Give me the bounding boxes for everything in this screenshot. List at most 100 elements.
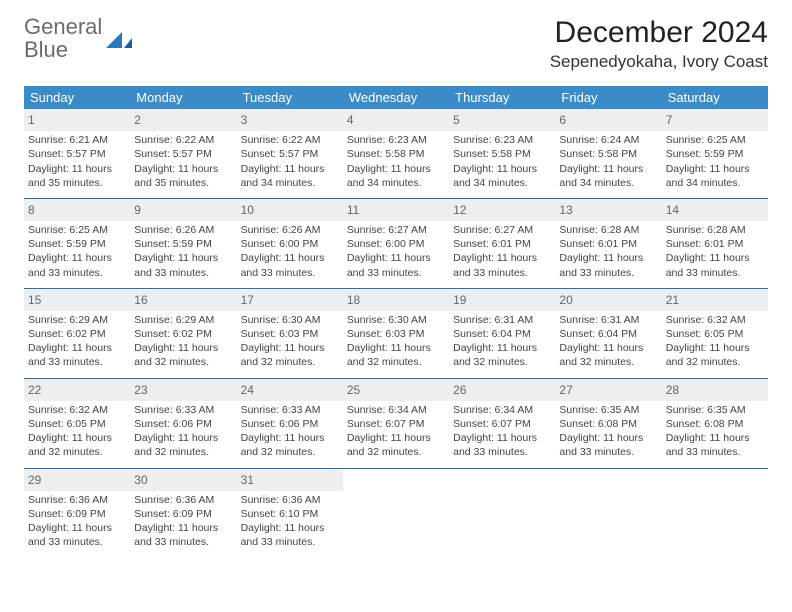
calendar-cell: 26Sunrise: 6:34 AMSunset: 6:07 PMDayligh… — [449, 378, 555, 468]
sunset-text: Sunset: 6:07 PM — [453, 417, 551, 431]
day-number: 24 — [237, 379, 343, 401]
sunset-text: Sunset: 6:01 PM — [453, 237, 551, 251]
sunrise-text: Sunrise: 6:28 AM — [559, 223, 657, 237]
sunset-text: Sunset: 6:02 PM — [134, 327, 232, 341]
sunset-text: Sunset: 6:08 PM — [666, 417, 764, 431]
sunrise-text: Sunrise: 6:33 AM — [241, 403, 339, 417]
calendar-cell: 29Sunrise: 6:36 AMSunset: 6:09 PMDayligh… — [24, 468, 130, 557]
sunset-text: Sunset: 5:59 PM — [134, 237, 232, 251]
sunset-text: Sunset: 5:58 PM — [559, 147, 657, 161]
sunrise-text: Sunrise: 6:28 AM — [666, 223, 764, 237]
calendar-cell: 30Sunrise: 6:36 AMSunset: 6:09 PMDayligh… — [130, 468, 236, 557]
title-block: December 2024 Sepenedyokaha, Ivory Coast — [550, 16, 768, 72]
daylight-text: Daylight: 11 hours and 33 minutes. — [453, 431, 551, 459]
calendar-cell: 3Sunrise: 6:22 AMSunset: 5:57 PMDaylight… — [237, 109, 343, 198]
sunrise-text: Sunrise: 6:27 AM — [347, 223, 445, 237]
calendar-week: 15Sunrise: 6:29 AMSunset: 6:02 PMDayligh… — [24, 288, 768, 378]
day-number: 16 — [130, 289, 236, 311]
calendar-cell: 15Sunrise: 6:29 AMSunset: 6:02 PMDayligh… — [24, 288, 130, 378]
calendar-cell: 13Sunrise: 6:28 AMSunset: 6:01 PMDayligh… — [555, 198, 661, 288]
sunrise-text: Sunrise: 6:32 AM — [666, 313, 764, 327]
sunrise-text: Sunrise: 6:36 AM — [134, 493, 232, 507]
calendar-cell — [662, 468, 768, 557]
day-number: 17 — [237, 289, 343, 311]
daylight-text: Daylight: 11 hours and 33 minutes. — [347, 251, 445, 279]
sunset-text: Sunset: 5:59 PM — [666, 147, 764, 161]
sunrise-text: Sunrise: 6:25 AM — [666, 133, 764, 147]
daylight-text: Daylight: 11 hours and 32 minutes. — [347, 341, 445, 369]
sunset-text: Sunset: 6:05 PM — [28, 417, 126, 431]
day-number: 11 — [343, 199, 449, 221]
day-number: 12 — [449, 199, 555, 221]
sunset-text: Sunset: 5:58 PM — [453, 147, 551, 161]
day-number: 1 — [24, 109, 130, 131]
daylight-text: Daylight: 11 hours and 33 minutes. — [241, 521, 339, 549]
sunrise-text: Sunrise: 6:22 AM — [241, 133, 339, 147]
daylight-text: Daylight: 11 hours and 32 minutes. — [453, 341, 551, 369]
daylight-text: Daylight: 11 hours and 33 minutes. — [134, 521, 232, 549]
day-header: Monday — [130, 86, 236, 109]
day-number: 25 — [343, 379, 449, 401]
sunset-text: Sunset: 5:58 PM — [347, 147, 445, 161]
sunrise-text: Sunrise: 6:32 AM — [28, 403, 126, 417]
calendar-cell: 27Sunrise: 6:35 AMSunset: 6:08 PMDayligh… — [555, 378, 661, 468]
sunset-text: Sunset: 6:04 PM — [453, 327, 551, 341]
sunset-text: Sunset: 5:57 PM — [134, 147, 232, 161]
day-number: 29 — [24, 469, 130, 491]
calendar-cell: 18Sunrise: 6:30 AMSunset: 6:03 PMDayligh… — [343, 288, 449, 378]
calendar-cell: 22Sunrise: 6:32 AMSunset: 6:05 PMDayligh… — [24, 378, 130, 468]
calendar-cell: 5Sunrise: 6:23 AMSunset: 5:58 PMDaylight… — [449, 109, 555, 198]
day-header: Saturday — [662, 86, 768, 109]
day-header-row: Sunday Monday Tuesday Wednesday Thursday… — [24, 86, 768, 109]
calendar-week: 29Sunrise: 6:36 AMSunset: 6:09 PMDayligh… — [24, 468, 768, 557]
sunrise-text: Sunrise: 6:34 AM — [347, 403, 445, 417]
sunset-text: Sunset: 6:00 PM — [347, 237, 445, 251]
daylight-text: Daylight: 11 hours and 33 minutes. — [241, 251, 339, 279]
day-number — [555, 469, 661, 475]
sunset-text: Sunset: 5:57 PM — [241, 147, 339, 161]
calendar-cell: 21Sunrise: 6:32 AMSunset: 6:05 PMDayligh… — [662, 288, 768, 378]
calendar-cell — [343, 468, 449, 557]
logo-sail-icon — [106, 30, 132, 50]
calendar-week: 1Sunrise: 6:21 AMSunset: 5:57 PMDaylight… — [24, 109, 768, 198]
daylight-text: Daylight: 11 hours and 33 minutes. — [666, 251, 764, 279]
calendar-cell: 25Sunrise: 6:34 AMSunset: 6:07 PMDayligh… — [343, 378, 449, 468]
day-number: 30 — [130, 469, 236, 491]
calendar-cell: 1Sunrise: 6:21 AMSunset: 5:57 PMDaylight… — [24, 109, 130, 198]
calendar-cell: 28Sunrise: 6:35 AMSunset: 6:08 PMDayligh… — [662, 378, 768, 468]
daylight-text: Daylight: 11 hours and 33 minutes. — [666, 431, 764, 459]
daylight-text: Daylight: 11 hours and 33 minutes. — [453, 251, 551, 279]
daylight-text: Daylight: 11 hours and 35 minutes. — [134, 162, 232, 190]
calendar-cell: 7Sunrise: 6:25 AMSunset: 5:59 PMDaylight… — [662, 109, 768, 198]
sunset-text: Sunset: 6:07 PM — [347, 417, 445, 431]
daylight-text: Daylight: 11 hours and 34 minutes. — [453, 162, 551, 190]
day-number — [662, 469, 768, 475]
sunrise-text: Sunrise: 6:25 AM — [28, 223, 126, 237]
sunset-text: Sunset: 6:10 PM — [241, 507, 339, 521]
logo-text-general: General — [24, 14, 102, 39]
daylight-text: Daylight: 11 hours and 32 minutes. — [666, 341, 764, 369]
day-number: 13 — [555, 199, 661, 221]
sunrise-text: Sunrise: 6:31 AM — [559, 313, 657, 327]
day-number: 2 — [130, 109, 236, 131]
calendar-cell: 31Sunrise: 6:36 AMSunset: 6:10 PMDayligh… — [237, 468, 343, 557]
day-number: 7 — [662, 109, 768, 131]
daylight-text: Daylight: 11 hours and 32 minutes. — [134, 431, 232, 459]
calendar-cell: 9Sunrise: 6:26 AMSunset: 5:59 PMDaylight… — [130, 198, 236, 288]
sunset-text: Sunset: 6:03 PM — [241, 327, 339, 341]
day-number: 18 — [343, 289, 449, 311]
day-number: 6 — [555, 109, 661, 131]
daylight-text: Daylight: 11 hours and 32 minutes. — [559, 341, 657, 369]
sunrise-text: Sunrise: 6:26 AM — [134, 223, 232, 237]
day-number — [449, 469, 555, 475]
day-number: 28 — [662, 379, 768, 401]
daylight-text: Daylight: 11 hours and 32 minutes. — [241, 431, 339, 459]
calendar-cell: 20Sunrise: 6:31 AMSunset: 6:04 PMDayligh… — [555, 288, 661, 378]
day-number: 26 — [449, 379, 555, 401]
sunrise-text: Sunrise: 6:27 AM — [453, 223, 551, 237]
sunset-text: Sunset: 6:05 PM — [666, 327, 764, 341]
daylight-text: Daylight: 11 hours and 34 minutes. — [241, 162, 339, 190]
sunrise-text: Sunrise: 6:36 AM — [28, 493, 126, 507]
calendar-cell: 10Sunrise: 6:26 AMSunset: 6:00 PMDayligh… — [237, 198, 343, 288]
sunrise-text: Sunrise: 6:36 AM — [241, 493, 339, 507]
